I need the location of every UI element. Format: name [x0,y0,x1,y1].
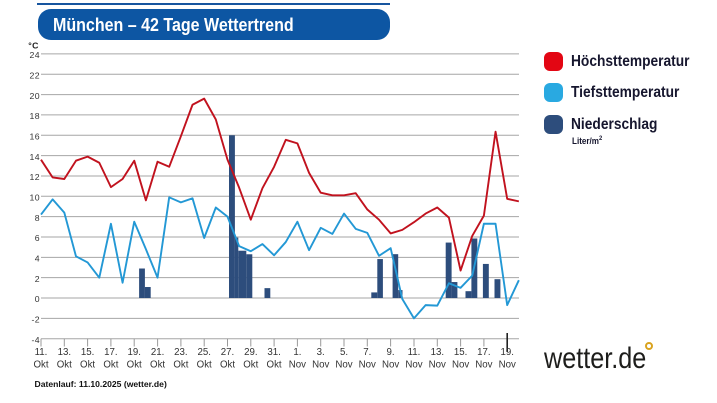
svg-text:22: 22 [30,70,40,80]
svg-text:11.: 11. [35,347,48,358]
svg-text:Okt: Okt [57,359,72,370]
svg-text:Okt: Okt [150,359,165,370]
svg-text:1.: 1. [293,347,301,358]
svg-text:Nov: Nov [359,359,376,370]
svg-text:Okt: Okt [80,359,95,370]
svg-text:5.: 5. [340,347,348,358]
svg-text:14: 14 [30,152,40,162]
svg-text:Nov: Nov [475,359,492,370]
svg-text:Okt: Okt [197,359,212,370]
svg-text:Okt: Okt [220,359,235,370]
svg-text:Okt: Okt [267,359,282,370]
svg-text:-4: -4 [31,335,40,345]
svg-text:12: 12 [30,172,40,182]
svg-text:19.: 19. [127,347,140,358]
svg-text:31.: 31. [267,347,280,358]
svg-text:4: 4 [35,254,40,264]
svg-text:16: 16 [30,132,40,142]
svg-text:9.: 9. [387,347,395,358]
svg-text:7.: 7. [363,347,371,358]
svg-text:29.: 29. [244,347,257,358]
svg-text:20: 20 [30,91,40,101]
svg-text:15.: 15. [454,347,467,358]
svg-text:Okt: Okt [173,359,188,370]
svg-text:15.: 15. [81,347,94,358]
svg-text:24: 24 [30,50,40,60]
svg-text:17.: 17. [477,347,490,358]
svg-text:6: 6 [35,233,40,243]
svg-text:Nov: Nov [499,359,516,370]
svg-text:17.: 17. [104,347,117,358]
svg-text:Okt: Okt [33,359,48,370]
svg-text:19.: 19. [500,347,513,358]
svg-text:-2: -2 [31,315,40,325]
svg-text:Nov: Nov [405,359,422,370]
svg-text:13.: 13. [431,347,444,358]
svg-text:Nov: Nov [382,359,399,370]
svg-text:3.: 3. [317,347,325,358]
svg-text:13.: 13. [58,347,71,358]
svg-text:18: 18 [30,111,40,121]
svg-text:Okt: Okt [103,359,118,370]
svg-text:Okt: Okt [243,359,258,370]
svg-text:Nov: Nov [289,359,306,370]
svg-text:8: 8 [35,213,40,223]
svg-text:°C: °C [28,41,39,51]
svg-text:Nov: Nov [429,359,446,370]
svg-text:Nov: Nov [312,359,329,370]
svg-text:0: 0 [35,294,40,304]
svg-text:21.: 21. [151,347,164,358]
svg-text:25.: 25. [197,347,210,358]
svg-text:Nov: Nov [335,359,352,370]
svg-text:10: 10 [30,193,40,203]
svg-text:23.: 23. [174,347,187,358]
svg-text:27.: 27. [221,347,234,358]
svg-text:Okt: Okt [127,359,142,370]
svg-text:11.: 11. [408,347,421,358]
svg-text:Nov: Nov [452,359,469,370]
svg-text:2: 2 [35,274,40,284]
